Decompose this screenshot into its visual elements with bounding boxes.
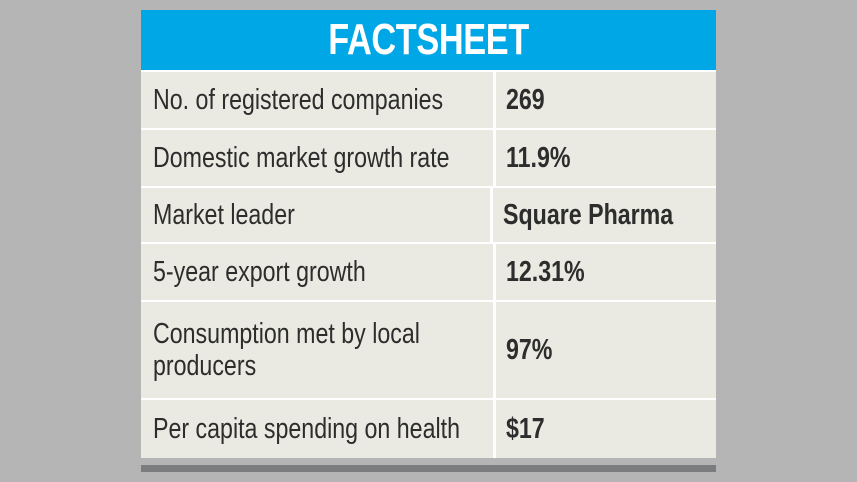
table-row: 5-year export growth 12.31% bbox=[141, 242, 716, 300]
factsheet-table: FACTSHEET No. of registered companies 26… bbox=[141, 10, 716, 472]
row-label: Per capita spending on health bbox=[153, 413, 460, 445]
table-row: Domestic market growth rate 11.9% bbox=[141, 128, 716, 186]
factsheet-header: FACTSHEET bbox=[141, 10, 716, 70]
row-label-cell: Per capita spending on health bbox=[141, 400, 493, 458]
factsheet-title: FACTSHEET bbox=[328, 15, 529, 64]
row-value: Square Pharma bbox=[503, 199, 674, 231]
row-label: No. of registered companies bbox=[153, 84, 444, 116]
table-row: Consumption met by local producers 97% bbox=[141, 300, 716, 398]
row-label: 5-year export growth bbox=[153, 256, 366, 288]
table-row: No. of registered companies 269 bbox=[141, 70, 716, 128]
row-label-line: Consumption met by local bbox=[153, 318, 420, 350]
row-value: 269 bbox=[506, 84, 545, 116]
row-label: Market leader bbox=[153, 199, 295, 231]
row-label-cell: No. of registered companies bbox=[141, 72, 493, 128]
row-value-cell: 11.9% bbox=[496, 130, 716, 186]
bottom-bar bbox=[141, 465, 716, 472]
row-value: 97% bbox=[506, 334, 553, 366]
row-value-cell: 97% bbox=[496, 302, 716, 398]
row-value-cell: 12.31% bbox=[496, 244, 716, 300]
row-value-cell: Square Pharma bbox=[493, 188, 716, 242]
row-label: Consumption met by local producers bbox=[153, 318, 420, 382]
row-label: Domestic market growth rate bbox=[153, 142, 450, 174]
row-label-cell: Domestic market growth rate bbox=[141, 130, 493, 186]
table-row: Per capita spending on health $17 bbox=[141, 398, 716, 458]
row-value: $17 bbox=[506, 413, 545, 445]
table-row: Market leader Square Pharma bbox=[141, 186, 716, 242]
row-label-cell: Market leader bbox=[141, 188, 491, 242]
row-label-line: producers bbox=[153, 350, 257, 382]
row-label-cell: 5-year export growth bbox=[141, 244, 493, 300]
row-label-cell: Consumption met by local producers bbox=[141, 302, 493, 398]
row-value-cell: 269 bbox=[496, 72, 716, 128]
row-value: 12.31% bbox=[506, 256, 585, 288]
row-value-cell: $17 bbox=[496, 400, 716, 458]
row-value: 11.9% bbox=[506, 142, 571, 174]
